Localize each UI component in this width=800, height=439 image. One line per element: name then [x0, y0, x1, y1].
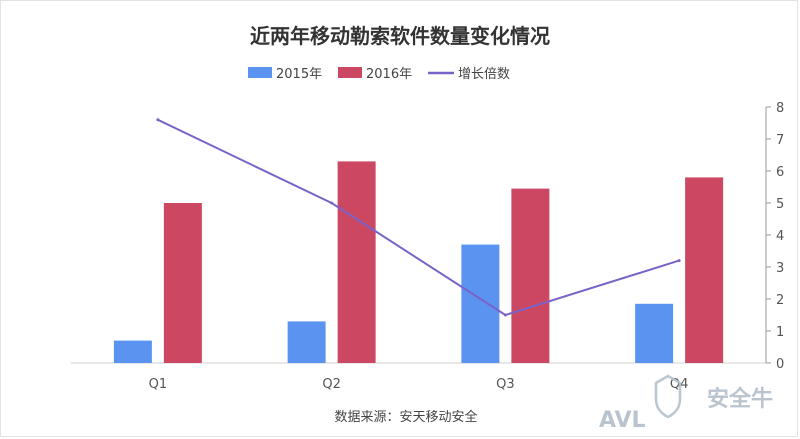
- right-axis-tick-label: 7: [776, 133, 784, 148]
- right-axis-tick-label: 2: [776, 293, 784, 308]
- x-tick-label: Q3: [496, 377, 515, 392]
- legend-label: 增长倍数: [458, 67, 510, 82]
- right-axis-tick-label: 1: [776, 325, 784, 340]
- legend-swatch: [338, 67, 362, 78]
- bar-2016年-Q2: [337, 161, 376, 363]
- legend: 2015年 2016年 增长倍数: [248, 67, 510, 82]
- legend-label: 2015年: [276, 67, 322, 82]
- legend-label: 2016年: [366, 67, 412, 82]
- watermark-logo-text: AVL: [599, 408, 646, 433]
- bar-2015年-Q1: [113, 340, 152, 363]
- bar-2015年-Q2: [287, 321, 326, 363]
- right-axis-tick-label: 8: [776, 101, 784, 116]
- line-point-Q1: [156, 118, 160, 122]
- watermark: AVL 安全牛: [599, 374, 773, 433]
- shield-logo-icon: [654, 374, 682, 419]
- bar-2015年-Q4: [635, 303, 674, 363]
- x-tick-label: Q2: [322, 377, 341, 392]
- line-point-Q2: [330, 201, 334, 205]
- bar-2015年-Q3: [461, 244, 500, 363]
- chart-title: 近两年移动勒索软件数量变化情况: [250, 24, 550, 48]
- legend-item-增长倍数: 增长倍数: [428, 67, 510, 82]
- right-axis-tick-label: 0: [776, 357, 784, 372]
- right-axis-tick-label: 3: [776, 261, 784, 276]
- watermark-brand: 安全牛: [707, 386, 773, 412]
- line-series-增长倍数: [157, 118, 680, 317]
- legend-item-2016年: 2016年: [338, 67, 412, 82]
- legend-swatch: [248, 67, 272, 78]
- legend-item-2015年: 2015年: [248, 67, 322, 82]
- right-axis-tick-label: 4: [776, 229, 784, 244]
- line-point-Q4: [677, 259, 681, 263]
- bar-2016年-Q1: [163, 203, 202, 363]
- x-tick-label: Q1: [149, 377, 168, 392]
- line-point-Q3: [503, 313, 507, 317]
- right-axis-tick-label: 5: [776, 197, 784, 212]
- right-axis-tick-label: 6: [776, 165, 784, 180]
- bar-2016年-Q4: [685, 177, 724, 363]
- source-note: 数据来源：安天移动安全: [334, 409, 477, 425]
- bar-2016年-Q3: [511, 188, 550, 363]
